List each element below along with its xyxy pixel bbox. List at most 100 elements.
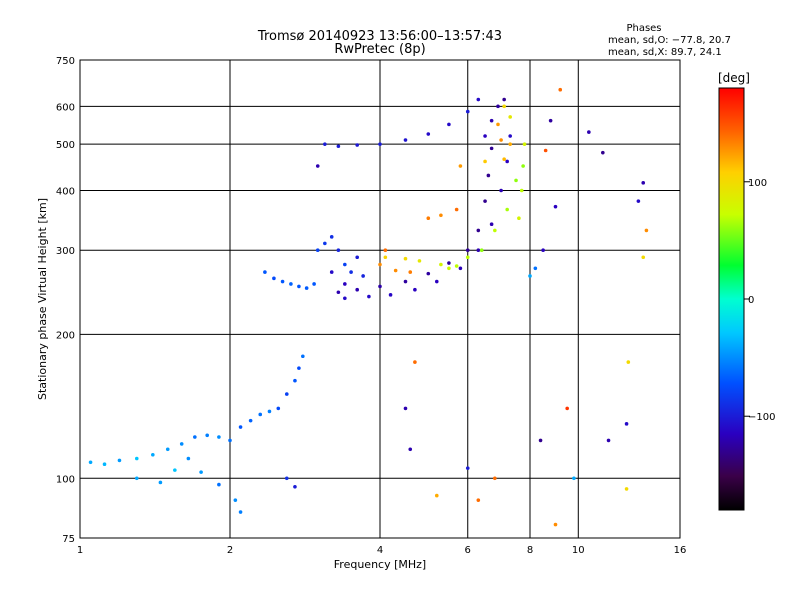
- data-point: [205, 433, 209, 438]
- data-point: [587, 130, 591, 134]
- data-point: [624, 422, 629, 426]
- phases-o-stats: mean, sd,O: −77.8, 20.7: [608, 35, 731, 46]
- y-tick-label: 750: [56, 56, 75, 67]
- data-point: [476, 97, 481, 102]
- y-tick-label: 400: [56, 186, 75, 197]
- data-point: [458, 266, 463, 271]
- data-point: [476, 498, 481, 502]
- data-point: [276, 406, 281, 411]
- data-point: [179, 442, 184, 446]
- data-point: [258, 412, 263, 417]
- data-point: [465, 109, 470, 114]
- data-point: [199, 470, 203, 474]
- data-point: [558, 87, 563, 92]
- data-point: [312, 282, 316, 286]
- phases-title: Phases: [626, 23, 661, 34]
- x-tick-label: 16: [674, 545, 687, 556]
- data-point: [601, 150, 605, 155]
- grid: [80, 60, 680, 538]
- data-point: [151, 452, 155, 457]
- data-point: [489, 222, 494, 227]
- data-point: [426, 271, 431, 276]
- data-point: [233, 498, 238, 502]
- data-point: [388, 293, 393, 297]
- data-point: [486, 173, 491, 178]
- data-point: [193, 435, 197, 439]
- data-point: [572, 476, 576, 481]
- colorbar-tick-label: 100: [748, 178, 767, 189]
- colorbar-label: [deg]: [718, 71, 750, 85]
- data-point: [489, 146, 494, 151]
- data-point: [434, 279, 439, 284]
- data-point: [483, 199, 487, 203]
- data-point: [644, 228, 649, 233]
- data-point: [280, 279, 285, 284]
- data-point: [479, 248, 484, 253]
- data-point: [88, 460, 93, 465]
- data-point: [238, 425, 243, 429]
- data-point: [284, 392, 289, 396]
- data-point: [297, 366, 301, 370]
- data-point: [514, 178, 518, 183]
- y-tick-label: 200: [56, 330, 75, 341]
- data-point: [502, 157, 506, 162]
- data-point: [228, 438, 232, 443]
- x-tick-label: 1: [77, 545, 83, 556]
- data-point: [248, 418, 253, 423]
- data-point: [508, 115, 512, 119]
- data-point: [624, 487, 629, 491]
- data-point: [403, 256, 408, 261]
- data-point: [355, 255, 359, 260]
- data-point: [517, 216, 521, 221]
- data-point: [493, 476, 497, 481]
- data-point: [522, 142, 527, 146]
- data-point: [641, 181, 646, 185]
- data-point: [367, 294, 371, 299]
- y-tick-label: 600: [56, 102, 75, 113]
- data-point: [641, 255, 646, 260]
- data-point: [238, 510, 243, 514]
- data-point: [403, 406, 408, 411]
- data-point: [502, 104, 506, 109]
- colorbar: [718, 87, 745, 511]
- data-point: [447, 261, 451, 265]
- data-point: [538, 438, 543, 443]
- data-point: [519, 188, 524, 193]
- data-point: [636, 199, 641, 203]
- data-point: [165, 447, 170, 452]
- data-point: [361, 274, 365, 278]
- data-point: [117, 458, 122, 463]
- data-point: [465, 248, 470, 253]
- data-point: [408, 270, 413, 274]
- data-point: [439, 262, 443, 267]
- data-point: [496, 104, 500, 109]
- data-point: [417, 259, 422, 263]
- data-point: [465, 255, 470, 260]
- data-point: [378, 262, 382, 267]
- y-tick-label: 100: [56, 474, 75, 485]
- data-point: [393, 268, 398, 273]
- data-point: [343, 262, 347, 267]
- data-point: [336, 144, 341, 149]
- data-point: [505, 207, 509, 212]
- data-point: [378, 142, 382, 146]
- data-point: [158, 480, 163, 485]
- data-point: [186, 456, 191, 461]
- data-point: [383, 248, 388, 253]
- x-axis-ticks: 1 2 4 6 8 10 16: [77, 545, 687, 556]
- data-point: [403, 279, 408, 284]
- data-point: [102, 462, 107, 467]
- data-point: [336, 248, 341, 253]
- data-point: [329, 270, 334, 274]
- data-point: [284, 476, 289, 481]
- data-point: [263, 270, 267, 274]
- data-point: [315, 164, 320, 168]
- data-point: [301, 354, 305, 359]
- data-point: [493, 228, 497, 233]
- x-tick-label: 4: [377, 545, 383, 556]
- data-point: [426, 216, 431, 221]
- colorbar-tick-label: 0: [748, 295, 754, 306]
- data-point: [293, 378, 297, 383]
- data-point: [543, 148, 548, 153]
